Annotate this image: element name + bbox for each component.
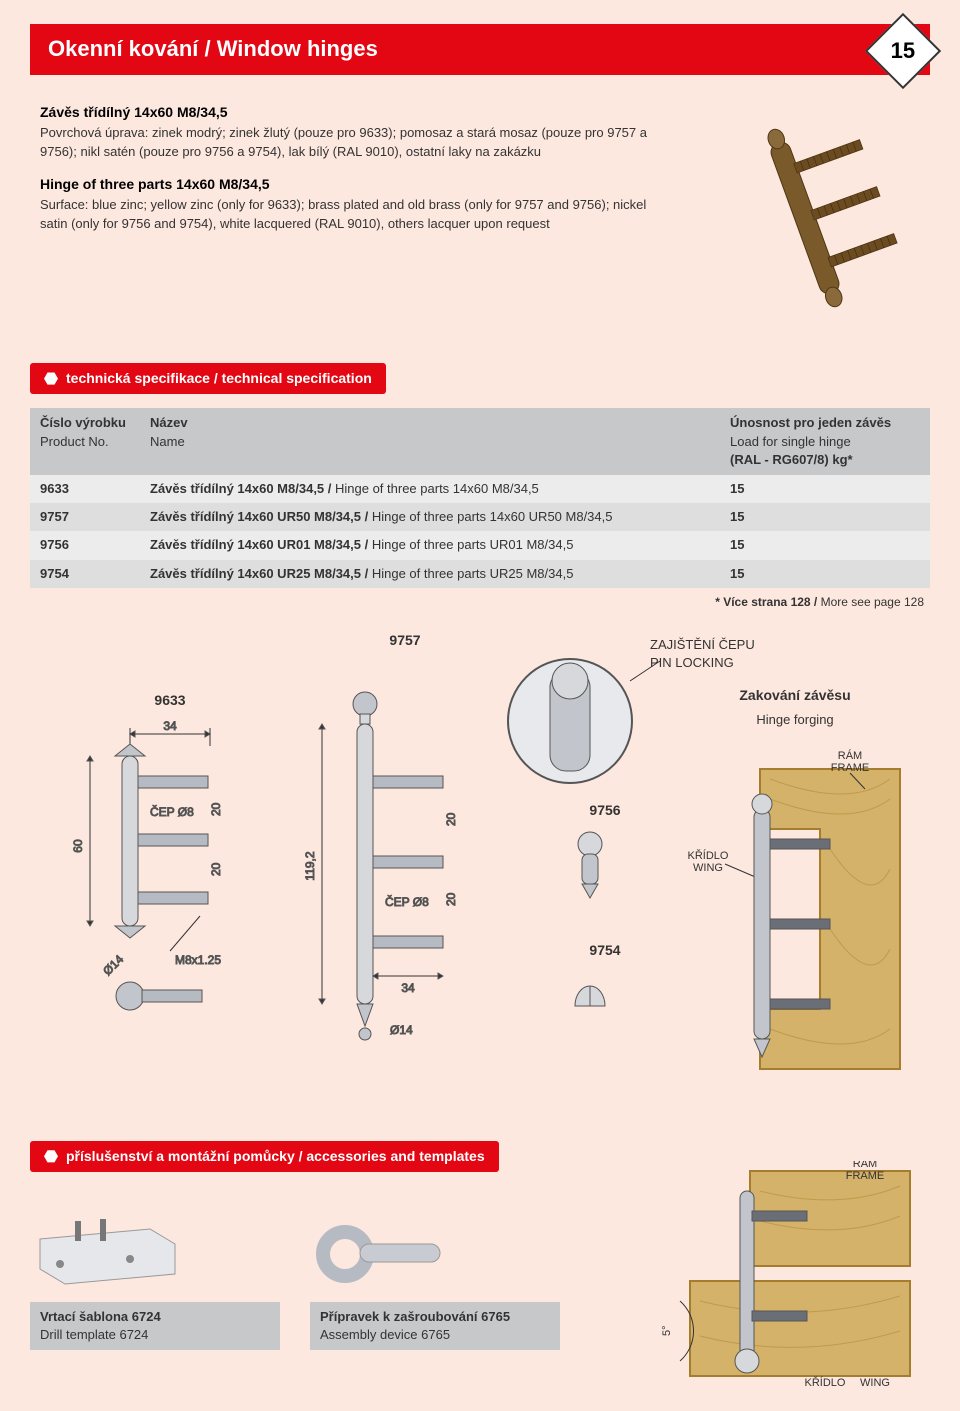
col3-en: Load for single hinge <box>730 433 920 451</box>
svg-text:RÁM: RÁM <box>853 1161 877 1170</box>
hex-icon <box>44 372 58 386</box>
svg-text:WING: WING <box>860 1377 890 1389</box>
svg-text:20: 20 <box>444 812 458 826</box>
spec-table: Číslo výrobku Product No. Název Name Úno… <box>30 408 930 587</box>
page-header: Okenní kování / Window hinges <box>30 24 930 75</box>
svg-text:KŘÍDLO: KŘÍDLO <box>688 849 729 862</box>
table-row: 9756Závěs třídílný 14x60 UR01 M8/34,5 / … <box>30 531 930 559</box>
product-title-cz: Závěs třídílný 14x60 M8/34,5 <box>40 103 670 123</box>
acc-section-title: příslušenství a montážní pomůcky / acces… <box>66 1147 485 1167</box>
table-row: 9754Závěs třídílný 14x60 UR25 M8/34,5 / … <box>30 560 930 588</box>
svg-text:KŘÍDLO: KŘÍDLO <box>805 1376 846 1389</box>
forging-cz: Zakování závěsu <box>670 686 920 706</box>
page-title: Okenní kování / Window hinges <box>48 36 378 61</box>
acc1-title-b: Vrtací šablona 6724 <box>40 1308 270 1326</box>
table-footnote: * Více strana 128 / More see page 128 <box>30 594 930 611</box>
table-row: 9757Závěs třídílný 14x60 UR50 M8/34,5 / … <box>30 503 930 531</box>
svg-text:60: 60 <box>71 839 85 853</box>
product-name: Závěs třídílný 14x60 M8/34,5 / Hinge of … <box>140 475 720 503</box>
svg-text:Ø14: Ø14 <box>100 952 126 978</box>
col2-en: Name <box>150 433 710 451</box>
col3-cz: Únosnost pro jeden závěs <box>730 415 891 430</box>
col2-cz: Název <box>150 415 188 430</box>
product-load: 15 <box>720 503 930 531</box>
product-no: 9756 <box>30 531 140 559</box>
product-no: 9633 <box>30 475 140 503</box>
product-load: 15 <box>720 560 930 588</box>
table-row: 9633Závěs třídílný 14x60 M8/34,5 / Hinge… <box>30 475 930 503</box>
svg-text:FRAME: FRAME <box>846 1170 885 1182</box>
diag-9757: 119,2 ČEP Ø8 20 20 34 Ø14 <box>290 656 520 1076</box>
col3-extra: (RAL - RG607/8) kg* <box>730 452 853 467</box>
product-name: Závěs třídílný 14x60 UR01 M8/34,5 / Hing… <box>140 531 720 559</box>
svg-text:20: 20 <box>209 862 223 876</box>
accessory-drill-template: Vrtací šablona 6724 Drill template 6724 <box>30 1204 280 1350</box>
svg-text:WING: WING <box>693 862 723 874</box>
product-no: 9754 <box>30 560 140 588</box>
diag-forging: RÁM FRAME KŘÍDLO WING <box>670 729 920 1089</box>
diag-9756-label: 9756 <box>560 801 650 821</box>
svg-text:ČEP Ø8: ČEP Ø8 <box>385 894 429 909</box>
pin-lock-en: PIN LOCKING <box>650 654 755 672</box>
diag-9633: 34 60 ČEP Ø8 20 20 <box>60 716 280 1046</box>
diag-9756 <box>560 826 620 906</box>
diagrams-area: 9633 34 60 ČEP Ø8 <box>30 631 930 1121</box>
svg-text:5°: 5° <box>661 1325 673 1336</box>
svg-text:FRAME: FRAME <box>831 762 870 774</box>
product-body-en: Surface: blue zinc; yellow zinc (only fo… <box>40 196 670 232</box>
page-number: 15 <box>891 36 915 67</box>
hero-hinge-image <box>690 103 920 333</box>
svg-text:34: 34 <box>163 719 177 733</box>
acc1-title-r: Drill template 6724 <box>40 1327 148 1342</box>
svg-text:ČEP Ø8: ČEP Ø8 <box>150 804 194 819</box>
spec-section-title: technická specifikace / technical specif… <box>66 369 372 389</box>
footnote-bold: * Více strana 128 / <box>715 595 820 609</box>
product-load: 15 <box>720 475 930 503</box>
product-load: 15 <box>720 531 930 559</box>
product-name: Závěs třídílný 14x60 UR25 M8/34,5 / Hing… <box>140 560 720 588</box>
accessory-assembly-device: Přípravek k zašroubování 6765 Assembly d… <box>310 1204 560 1350</box>
svg-text:20: 20 <box>444 892 458 906</box>
product-title-en: Hinge of three parts 14x60 M8/34,5 <box>40 175 670 195</box>
col1-en: Product No. <box>40 433 130 451</box>
acc2-title-b: Přípravek k zašroubování 6765 <box>320 1308 550 1326</box>
hex-icon <box>44 1149 58 1163</box>
svg-text:RÁM: RÁM <box>838 749 862 762</box>
product-name: Závěs třídílný 14x60 UR50 M8/34,5 / Hing… <box>140 503 720 531</box>
acc-section-header: příslušenství a montážní pomůcky / acces… <box>30 1141 499 1173</box>
footnote-reg: More see page 128 <box>821 595 924 609</box>
pin-lock-cz: ZAJIŠTĚNÍ ČEPU <box>650 636 755 654</box>
product-no: 9757 <box>30 503 140 531</box>
diag-9757-label: 9757 <box>290 631 520 651</box>
svg-text:20: 20 <box>209 802 223 816</box>
product-body-cz: Povrchová úprava: zinek modrý; zinek žlu… <box>40 124 670 160</box>
diag-angle: RÁM FRAME KŘÍDLO WING 5° <box>640 1161 930 1391</box>
col1-cz: Číslo výrobku <box>40 415 126 430</box>
acc2-title-r: Assembly device 6765 <box>320 1327 450 1342</box>
svg-text:34: 34 <box>401 981 415 995</box>
svg-text:M8x1.25: M8x1.25 <box>175 953 221 967</box>
diag-9754 <box>560 966 620 1016</box>
spec-section-header: technická specifikace / technical specif… <box>30 363 386 395</box>
forging-en: Hinge forging <box>670 711 920 729</box>
svg-text:Ø14: Ø14 <box>390 1023 413 1037</box>
diag-9754-label: 9754 <box>560 941 650 961</box>
svg-text:119,2: 119,2 <box>303 851 317 880</box>
diag-9633-label: 9633 <box>60 691 280 711</box>
